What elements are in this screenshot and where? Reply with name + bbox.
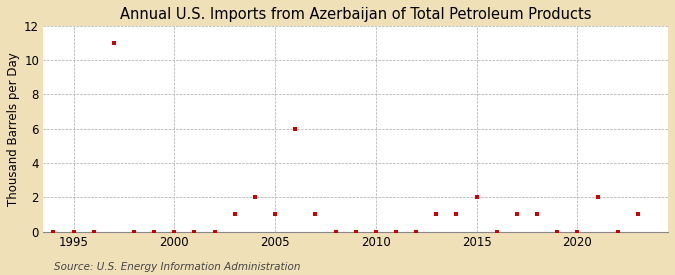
Y-axis label: Thousand Barrels per Day: Thousand Barrels per Day xyxy=(7,52,20,206)
Point xyxy=(551,229,562,234)
Point xyxy=(128,229,139,234)
Point xyxy=(250,195,261,200)
Point xyxy=(451,212,462,217)
Point xyxy=(612,229,623,234)
Point xyxy=(109,41,119,45)
Point xyxy=(512,212,522,217)
Point xyxy=(592,195,603,200)
Point xyxy=(371,229,381,234)
Point xyxy=(88,229,99,234)
Text: Source: U.S. Energy Information Administration: Source: U.S. Energy Information Administ… xyxy=(54,262,300,272)
Point xyxy=(471,195,482,200)
Point xyxy=(431,212,441,217)
Point xyxy=(269,212,280,217)
Point xyxy=(532,212,543,217)
Point xyxy=(189,229,200,234)
Point xyxy=(632,212,643,217)
Point xyxy=(209,229,220,234)
Point xyxy=(148,229,159,234)
Point xyxy=(391,229,402,234)
Point xyxy=(572,229,583,234)
Point xyxy=(350,229,361,234)
Point xyxy=(48,229,59,234)
Point xyxy=(330,229,341,234)
Point xyxy=(230,212,240,217)
Point xyxy=(410,229,421,234)
Title: Annual U.S. Imports from Azerbaijan of Total Petroleum Products: Annual U.S. Imports from Azerbaijan of T… xyxy=(120,7,591,22)
Point xyxy=(491,229,502,234)
Point xyxy=(68,229,79,234)
Point xyxy=(169,229,180,234)
Point xyxy=(290,126,300,131)
Point xyxy=(310,212,321,217)
